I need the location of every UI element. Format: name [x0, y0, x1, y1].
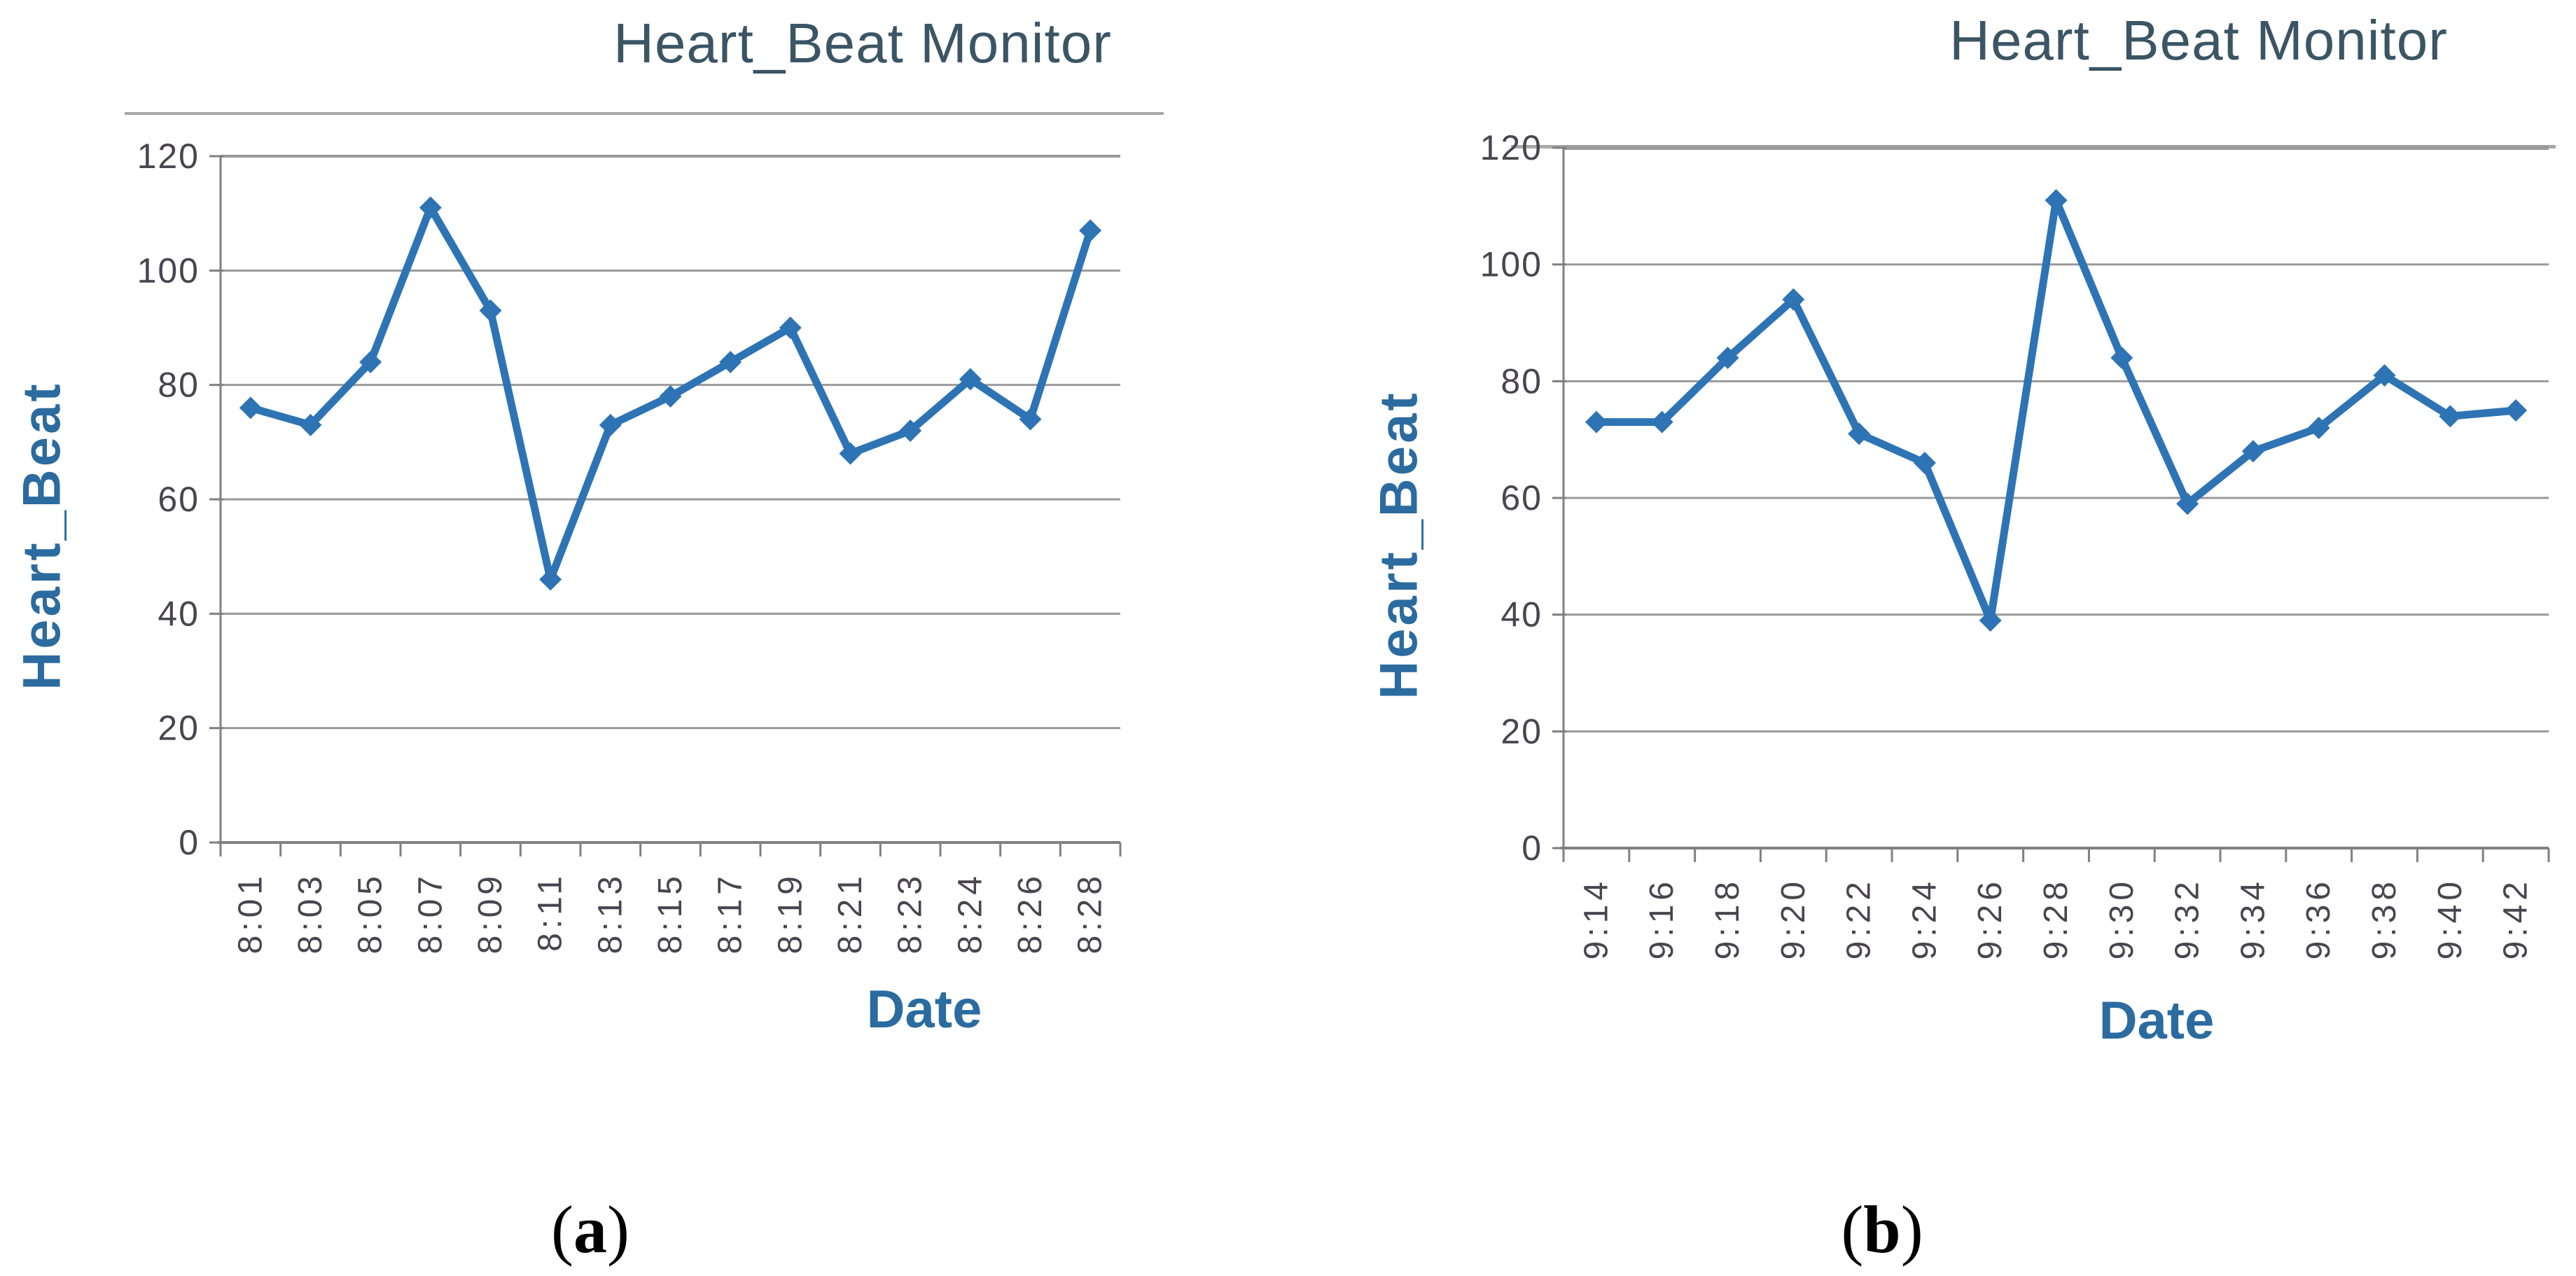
- y-tick-label: 20: [158, 709, 200, 748]
- data-point-marker: [1585, 410, 1608, 434]
- y-tick-label: 100: [1480, 245, 1543, 284]
- subfigure-caption-a: (a): [551, 1191, 629, 1268]
- x-tick-label: 8:26: [1012, 872, 1049, 954]
- subfigure-caption-b: (b): [1841, 1191, 1923, 1268]
- x-tick-label: 9:32: [2169, 878, 2206, 959]
- x-tick-label: 8:17: [712, 872, 749, 954]
- y-tick-label: 120: [137, 137, 200, 176]
- x-tick-label: 9:18: [1709, 878, 1746, 959]
- data-point-marker: [1650, 410, 1673, 434]
- y-tick-label: 60: [1501, 478, 1543, 518]
- y-axis-title: Heart_Beat: [1369, 390, 1429, 700]
- data-point-marker: [1019, 408, 1042, 431]
- data-point-marker: [839, 442, 862, 465]
- x-tick-label: 9:30: [2103, 878, 2140, 959]
- data-point-marker: [239, 396, 262, 419]
- data-point-marker: [659, 385, 682, 408]
- y-tick-label: 100: [137, 251, 200, 290]
- data-point-marker: [2241, 440, 2264, 463]
- x-tick-label: 8:03: [292, 872, 329, 954]
- x-tick-label: 9:38: [2366, 878, 2403, 959]
- y-tick-label: 120: [1480, 128, 1543, 167]
- line-plot: 0 20 40 60 80 100 120 8:01 8:03 8:05 8:07 8:09 8:11 8…: [137, 137, 1122, 954]
- caption-paren-open: (: [551, 1192, 573, 1267]
- x-tick-label: 9:14: [1578, 878, 1615, 959]
- data-point-marker: [1716, 347, 1739, 369]
- x-tick-label: 8:01: [232, 872, 269, 954]
- data-point-marker: [1979, 609, 2002, 632]
- chart-title: Heart_Beat Monitor: [1949, 9, 2448, 71]
- series-line: [1592, 196, 2520, 625]
- data-point-marker: [1782, 288, 1805, 311]
- x-tick-label: 8:13: [592, 872, 629, 954]
- x-tick-label: 9:16: [1643, 878, 1680, 959]
- x-axis-title: Date: [866, 980, 982, 1039]
- data-point-marker: [959, 368, 982, 391]
- x-tick-label: 8:07: [412, 872, 449, 954]
- x-tick-label: 8:09: [472, 872, 509, 954]
- x-tick-label: 9:20: [1775, 878, 1812, 959]
- x-tick-label: 9:22: [1841, 878, 1878, 959]
- x-tick-label: 9:40: [2432, 878, 2469, 959]
- data-point-marker: [1079, 219, 1102, 242]
- caption-letter: a: [573, 1192, 607, 1267]
- chart-a: Heart_Beat Monitor 0 20 40 60 80 100 120 8:01 8:…: [12, 12, 1164, 1268]
- y-tick-label: 40: [158, 594, 200, 633]
- y-tick-label: 80: [1501, 361, 1543, 401]
- caption-letter: b: [1863, 1192, 1901, 1267]
- chart-b: Heart_Beat Monitor 0 20 40 60 80 100 120 9:14 9:…: [1288, 0, 2576, 1276]
- y-tick-label: 60: [158, 480, 200, 519]
- x-tick-label: 8:19: [772, 872, 809, 954]
- x-tick-label: 8:15: [652, 872, 689, 954]
- title-underline: [125, 112, 1164, 115]
- data-point-marker: [359, 351, 382, 373]
- data-point-marker: [2307, 417, 2330, 439]
- data-point-marker: [479, 299, 502, 322]
- data-point-marker: [299, 413, 322, 436]
- x-tick-label: 8:21: [832, 872, 869, 954]
- line-plot: 0 20 40 60 80 100 120 9:14 9:16 9:18 9:20 9:22 9:24 9…: [1480, 128, 2550, 959]
- data-point-marker: [1848, 422, 1871, 445]
- x-axis-title: Date: [2098, 991, 2215, 1050]
- x-tick-label: 8:11: [532, 872, 569, 952]
- data-point-marker: [2439, 405, 2462, 428]
- y-tick-label: 80: [158, 366, 200, 405]
- data-point-marker: [2373, 364, 2396, 387]
- x-tick-label: 9:36: [2300, 878, 2337, 959]
- x-tick-label: 8:24: [952, 872, 989, 954]
- data-point-marker: [599, 413, 622, 436]
- data-point-marker: [539, 568, 562, 591]
- y-tick-label: 20: [1501, 712, 1543, 751]
- chart-title: Heart_Beat Monitor: [613, 12, 1112, 74]
- y-tick-label: 0: [1522, 828, 1543, 868]
- data-point-marker: [899, 419, 922, 442]
- x-tick-label: 9:24: [1906, 878, 1943, 959]
- caption-paren-open: (: [1841, 1192, 1864, 1267]
- data-point-marker: [419, 196, 442, 219]
- y-axis-title: Heart_Beat: [12, 381, 72, 691]
- x-tick-label: 9:34: [2234, 878, 2271, 959]
- x-tick-label: 9:28: [2038, 878, 2075, 959]
- data-point-marker: [2045, 189, 2068, 211]
- data-point-marker: [779, 317, 802, 339]
- y-tick-label: 40: [1501, 595, 1543, 634]
- data-point-marker: [2505, 399, 2528, 422]
- caption-paren-close: ): [1900, 1192, 1923, 1267]
- x-tick-label: 8:28: [1072, 872, 1109, 954]
- caption-paren-close: ): [607, 1192, 629, 1267]
- x-tick-label: 9:42: [2498, 878, 2535, 959]
- x-tick-label: 8:23: [892, 872, 929, 954]
- x-tick-label: 8:05: [352, 872, 389, 954]
- data-point-marker: [1913, 452, 1936, 474]
- data-point-marker: [2176, 492, 2199, 515]
- x-tick-label: 9:26: [1972, 878, 2009, 959]
- data-point-marker: [719, 351, 742, 373]
- data-point-marker: [2110, 347, 2133, 369]
- y-tick-label: 0: [179, 823, 200, 862]
